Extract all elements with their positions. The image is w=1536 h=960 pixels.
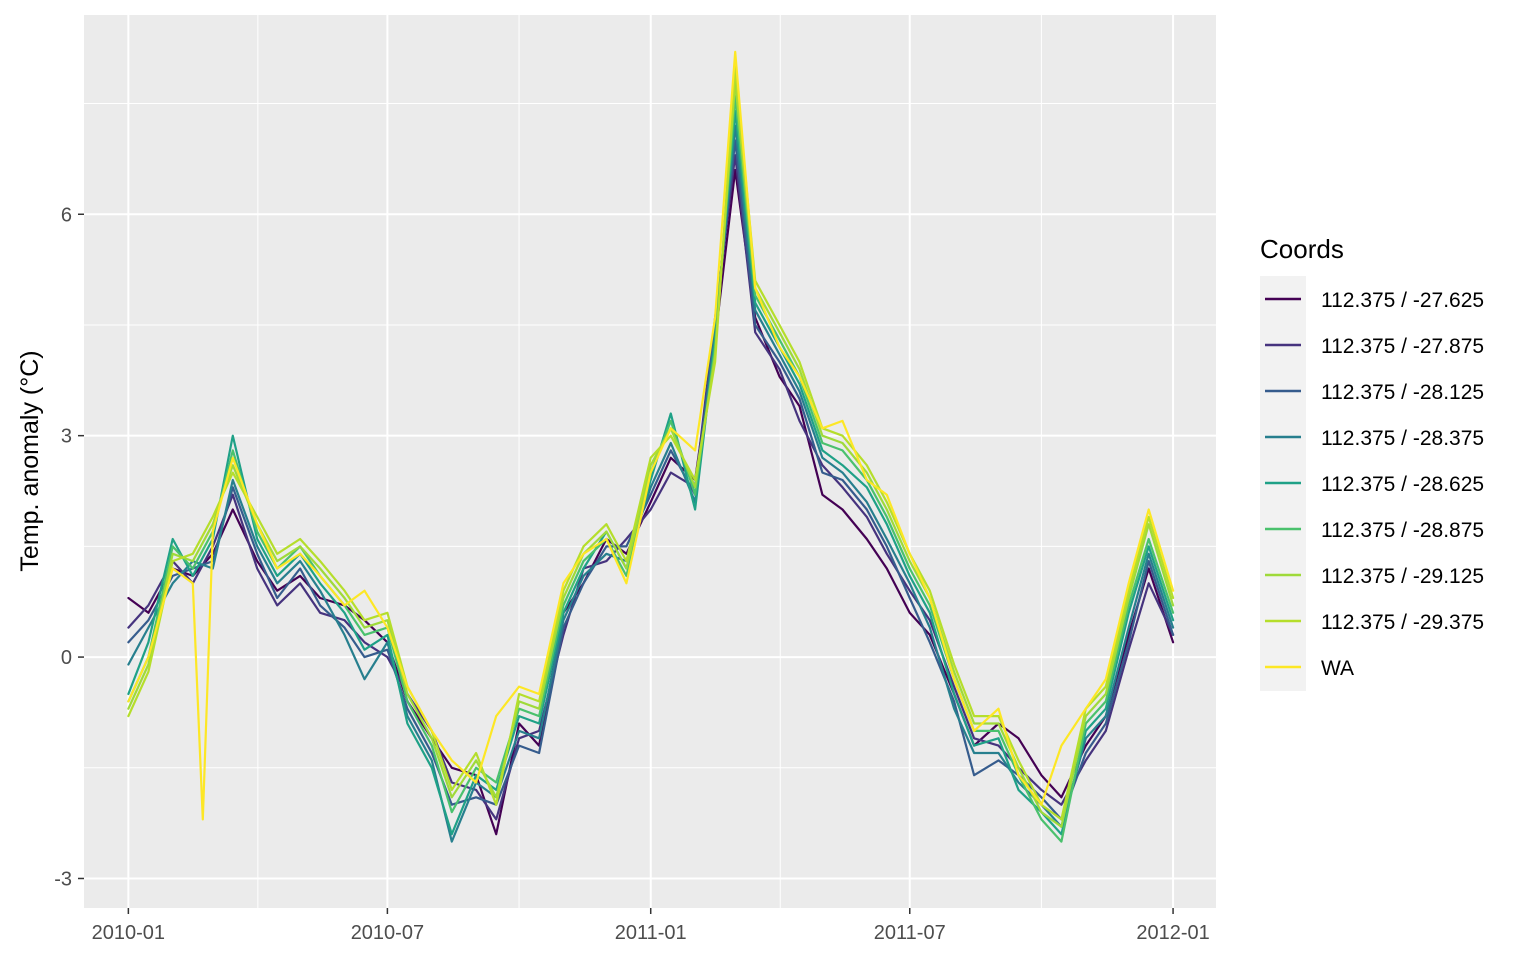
- legend-label: 112.375 / -28.125: [1321, 381, 1484, 404]
- legend-label: 112.375 / -28.625: [1321, 473, 1484, 496]
- x-tick-label: 2012-01: [1136, 922, 1209, 944]
- legend-label: 112.375 / -27.625: [1321, 289, 1484, 312]
- series-line-8: [127, 65, 1175, 821]
- x-tick-label: 2011-07: [874, 922, 946, 944]
- legend-items: 112.375 / -27.625 112.375 / -27.875 112.37…: [1265, 289, 1484, 680]
- legend: Coords 112.375 / -27.625 112.375 / -27.87…: [1260, 234, 1484, 691]
- x-axis: 2010-01 2010-07 2011-01 2011-07 2012-01: [92, 908, 1210, 944]
- y-tick-label: 6: [61, 204, 72, 226]
- series-line-9: [127, 50, 1175, 821]
- legend-label: WA: [1321, 657, 1354, 680]
- series-line-2: [127, 154, 1175, 821]
- x-tick-label: 2010-01: [92, 922, 165, 944]
- legend-label: 112.375 / -29.375: [1321, 611, 1484, 634]
- series-lines: [127, 50, 1175, 843]
- legend-label: 112.375 / -28.875: [1321, 519, 1484, 542]
- x-tick-label: 2010-07: [351, 922, 424, 944]
- y-axis-title: Temp. anomaly (°C): [16, 350, 44, 571]
- x-tick-label: 2011-01: [615, 922, 687, 944]
- legend-label: 112.375 / -27.875: [1321, 335, 1484, 358]
- y-tick-label: 3: [61, 426, 72, 448]
- y-tick-label: 0: [61, 647, 72, 669]
- series-line-3: [127, 139, 1175, 821]
- legend-title: Coords: [1260, 234, 1344, 264]
- series-line-4: [127, 124, 1175, 843]
- legend-label: 112.375 / -28.375: [1321, 427, 1484, 450]
- y-tick-label: -3: [54, 868, 72, 890]
- y-axis: -3 0 3 6: [54, 204, 84, 890]
- series-line-7: [127, 80, 1175, 828]
- legend-label: 112.375 / -29.125: [1321, 565, 1484, 588]
